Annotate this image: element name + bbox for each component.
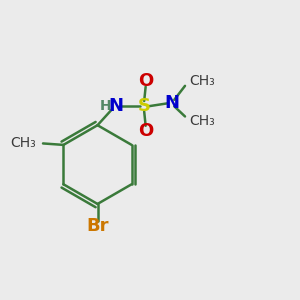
Text: CH₃: CH₃ xyxy=(189,74,215,88)
Text: CH₃: CH₃ xyxy=(10,136,36,150)
Text: O: O xyxy=(138,122,153,140)
Text: N: N xyxy=(164,94,179,112)
Text: S: S xyxy=(138,97,151,115)
Text: N: N xyxy=(108,97,123,115)
Text: O: O xyxy=(138,73,153,91)
Text: CH₃: CH₃ xyxy=(189,114,215,128)
Text: H: H xyxy=(100,99,111,113)
Text: Br: Br xyxy=(86,217,109,235)
